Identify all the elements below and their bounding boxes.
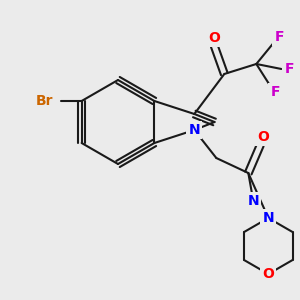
Text: Br: Br	[36, 94, 53, 108]
Text: O: O	[257, 130, 269, 144]
Text: N: N	[248, 194, 259, 208]
Text: O: O	[262, 267, 274, 281]
Text: F: F	[285, 62, 294, 76]
Text: O: O	[208, 31, 220, 45]
Text: F: F	[274, 30, 284, 44]
Text: N: N	[262, 211, 274, 225]
Text: N: N	[188, 123, 200, 137]
Text: F: F	[271, 85, 280, 99]
